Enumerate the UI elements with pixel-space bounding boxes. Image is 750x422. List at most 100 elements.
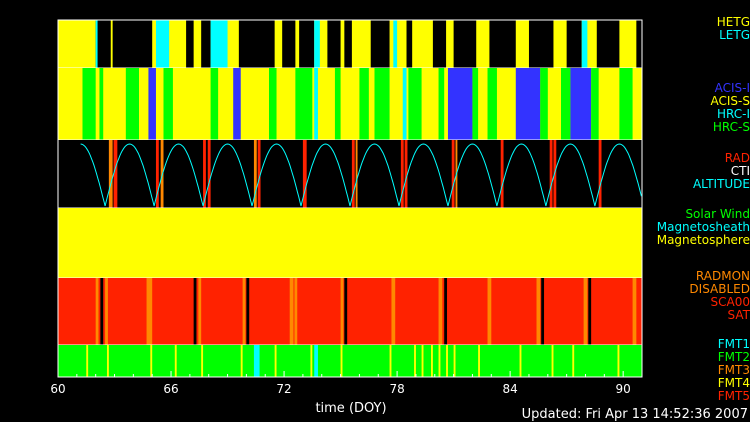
row-radiation-segment-8	[302, 140, 307, 208]
row-instrument-segment-10	[334, 68, 341, 140]
row-instrument-segment-18	[487, 68, 497, 140]
row-instrument-segment-24	[619, 68, 633, 140]
row-format-segment-16	[446, 345, 448, 377]
altitude-line	[104, 143, 642, 207]
row-format-segment-11	[389, 345, 392, 377]
row-radiation-segment-10	[355, 140, 358, 208]
legend-radiation: RAD CTI ALTITUDE	[693, 152, 750, 191]
row-radmon-background	[58, 278, 642, 345]
x-tick-label: 84	[502, 382, 517, 396]
row-radiation-segment-15	[500, 140, 504, 208]
legend-entry-magnetosphere: Magnetosphere	[656, 233, 750, 247]
row-grating-segment-7	[238, 20, 275, 68]
row-radmon-segment-11	[344, 278, 348, 345]
row-format-segment-1	[106, 345, 109, 377]
legend-entry-hrc-s: HRC-S	[712, 120, 750, 134]
row-format	[58, 345, 642, 378]
row-radiation-segment-12	[404, 140, 408, 208]
row-radiation-segment-13	[451, 140, 455, 208]
row-instrument-segment-1	[99, 68, 104, 140]
row-instrument-segment-9	[314, 68, 318, 140]
row-grating-segment-18	[489, 20, 516, 68]
row-instrument-segment-2	[125, 68, 140, 140]
row-format-segment-3	[174, 345, 177, 377]
altitude-line-start	[80, 143, 106, 207]
row-radiation-segment-4	[203, 140, 206, 208]
row-format-segment-21	[572, 345, 575, 377]
row-format-background	[58, 345, 642, 377]
row-instrument-background	[58, 68, 642, 140]
row-radiation-segment-18	[598, 140, 602, 208]
legend-entry-fmt5: FMT5	[717, 389, 750, 403]
row-radmon-segment-5	[198, 278, 202, 345]
row-format-segment-2	[150, 345, 153, 377]
x-tick-label: 78	[389, 382, 404, 396]
row-grating-segment-12	[344, 20, 352, 68]
row-region-background	[58, 208, 642, 278]
row-radiation-segment-7	[257, 140, 261, 208]
legend-entry-acis-s: ACIS-S	[710, 94, 750, 108]
row-radmon-segment-10	[340, 278, 344, 345]
row-radmon-segment-1	[100, 278, 104, 345]
row-radmon-segment-18	[583, 278, 588, 345]
legend-entry-fmt4: FMT4	[717, 376, 750, 390]
legend-entry-sat: SAT	[727, 308, 750, 322]
row-format-segment-6	[253, 345, 260, 377]
row-grating-segment-0	[95, 20, 111, 68]
row-grating	[58, 20, 642, 69]
legend-entry-radmon: RADMON	[695, 269, 750, 283]
legend-entry-fmt2: FMT2	[717, 350, 750, 364]
row-format-segment-9	[314, 345, 318, 377]
row-format-segment-15	[438, 345, 441, 377]
row-radmon-segment-8	[289, 278, 294, 345]
x-axis-label: time (DOY)	[315, 401, 386, 416]
x-tick-label: 72	[276, 382, 291, 396]
row-format-segment-8	[310, 345, 313, 377]
row-grating-segment-19	[528, 20, 554, 68]
row-grating-segment-20	[566, 20, 582, 68]
row-radmon-segment-9	[294, 278, 298, 345]
row-radmon-segment-14	[444, 278, 448, 345]
row-format-segment-10	[340, 345, 343, 377]
row-radmon-segment-19	[588, 278, 592, 345]
row-format-segment-18	[478, 345, 480, 377]
row-grating-segment-16	[432, 20, 447, 68]
row-radiation-segment-11	[400, 140, 404, 208]
row-format-segment-0	[86, 345, 89, 377]
legend-entry-altitude: ALTITUDE	[692, 177, 750, 191]
row-radiation-segment-6	[253, 140, 257, 208]
row-instrument-segment-12	[374, 68, 390, 140]
legend-region: Solar Wind Magnetosheath Magnetosphere	[657, 208, 750, 247]
row-instrument-segment-17	[472, 68, 479, 140]
row-instrument-segment-4	[163, 68, 173, 140]
row-instrument-segment-16	[447, 68, 473, 140]
row-grating-segment-23	[636, 20, 642, 68]
row-grating-segment-5	[201, 20, 211, 68]
row-grating-segment-9	[299, 20, 315, 68]
row-grating-segment-8	[282, 20, 296, 68]
row-radmon-segment-6	[242, 278, 246, 345]
row-instrument-segment-11	[359, 68, 369, 140]
row-radmon-segment-12	[391, 278, 396, 345]
row-instrument-segment-20	[540, 68, 548, 140]
updated-timestamp: Updated: Fri Apr 13 14:52:36 2007	[521, 407, 748, 422]
row-format-segment-14	[431, 345, 433, 377]
row-radiation-segment-2	[155, 140, 159, 208]
row-instrument-segment-14	[408, 68, 422, 140]
row-format-segment-12	[414, 345, 416, 377]
x-axis: 60 66 72 78 84 90	[50, 371, 643, 396]
row-grating-segment-4	[186, 20, 194, 68]
timeline-rows	[57, 19, 643, 378]
row-radiation-segment-0	[108, 140, 113, 208]
row-instrument-segment-7	[268, 68, 277, 140]
legend-entry-rad: RAD	[724, 151, 750, 165]
row-radiation-segment-9	[351, 140, 355, 208]
row-grating-segment-3	[155, 20, 170, 68]
row-radmon-segment-7	[246, 278, 250, 345]
legend-entry-magnetosheath: Magnetosheath	[656, 220, 750, 234]
row-format-segment-20	[551, 345, 554, 377]
legend-entry-hrc-i: HRC-I	[716, 107, 750, 121]
row-instrument-segment-3	[148, 68, 156, 140]
row-instrument-segment-22	[570, 68, 592, 140]
row-radmon-segment-3	[146, 278, 153, 345]
